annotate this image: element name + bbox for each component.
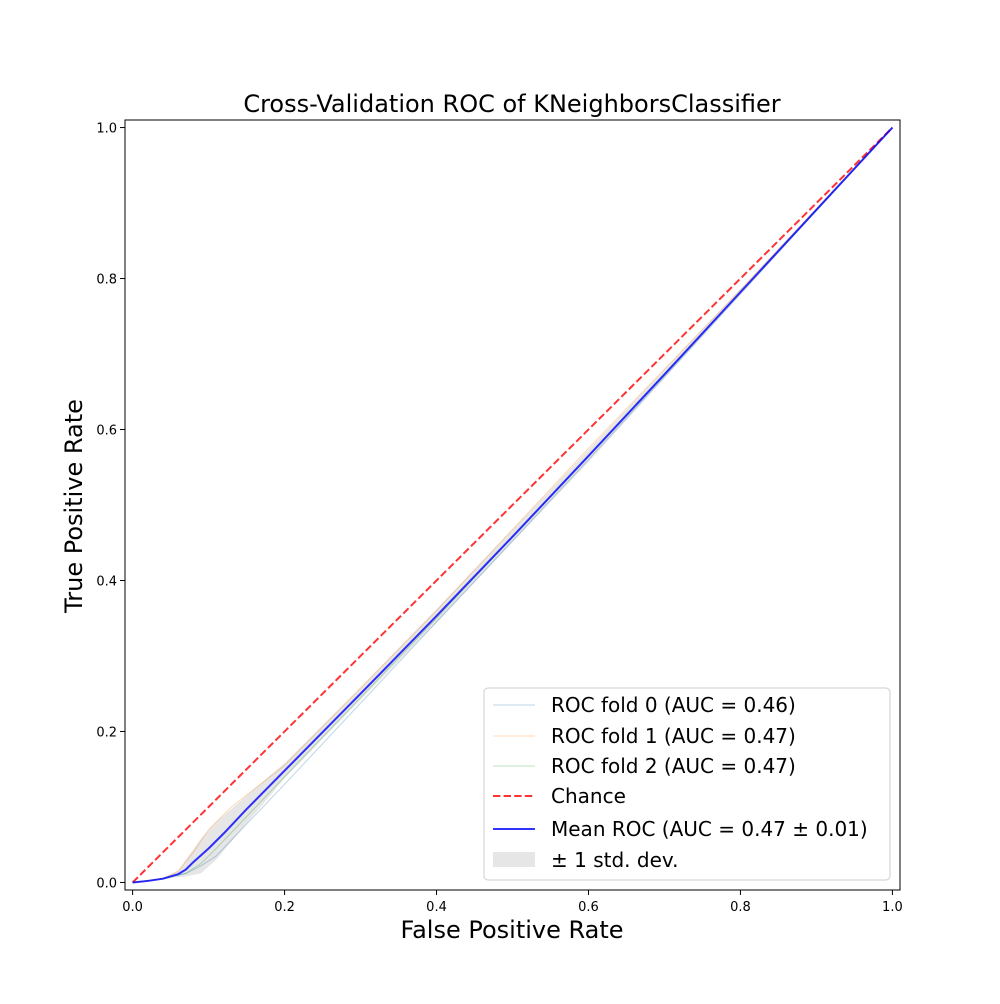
y-axis-label: True Positive Rate (60, 399, 88, 614)
plot-frame (124, 119, 901, 891)
legend-label-1: ROC fold 1 (AUC = 0.47) (551, 724, 796, 748)
y-tick-label-4: 0.8 (96, 273, 117, 288)
legend: ROC fold 0 (AUC = 0.46) ROC fold 1 (AUC =… (483, 687, 891, 881)
chart-title: Cross-Validation ROC of KNeighborsClassi… (243, 90, 780, 118)
legend-swatch-band (493, 852, 535, 867)
legend-label-4: Mean ROC (AUC = 0.47 ± 0.01) (551, 817, 868, 841)
x-tick-label-0: 0.0 (122, 900, 143, 915)
legend-box (483, 687, 891, 881)
series-line-1 (132, 127, 893, 883)
series-layer (131, 126, 894, 884)
x-tick-label-1: 0.2 (274, 900, 295, 915)
y-tick-label-1: 0.2 (96, 725, 117, 740)
x-axis-label: False Positive Rate (400, 916, 623, 944)
y-tick-label-5: 1.0 (96, 122, 117, 137)
x-tick-label-2: 0.4 (426, 900, 447, 915)
series-line-3 (131, 126, 894, 884)
y-tick-label-2: 0.4 (96, 574, 117, 589)
y-tick-label-0: 0.0 (96, 876, 117, 891)
series-line-4 (132, 126, 894, 884)
legend-label-3: Chance (551, 784, 626, 808)
legend-label-0: ROC fold 0 (AUC = 0.46) (551, 693, 796, 717)
axes-layer: 0.0 0.2 0.4 0.6 0.8 1.0 0.0 0.2 0.4 0.6 0.8 1.0 (96, 119, 903, 915)
legend-label-band: ± 1 std. dev. (551, 848, 679, 872)
y-tick-label-3: 0.6 (96, 424, 117, 439)
x-tick-label-3: 0.6 (578, 900, 599, 915)
x-tick-label-4: 0.8 (730, 900, 751, 915)
legend-label-2: ROC fold 2 (AUC = 0.47) (551, 754, 796, 778)
x-tick-label-5: 1.0 (882, 900, 903, 915)
